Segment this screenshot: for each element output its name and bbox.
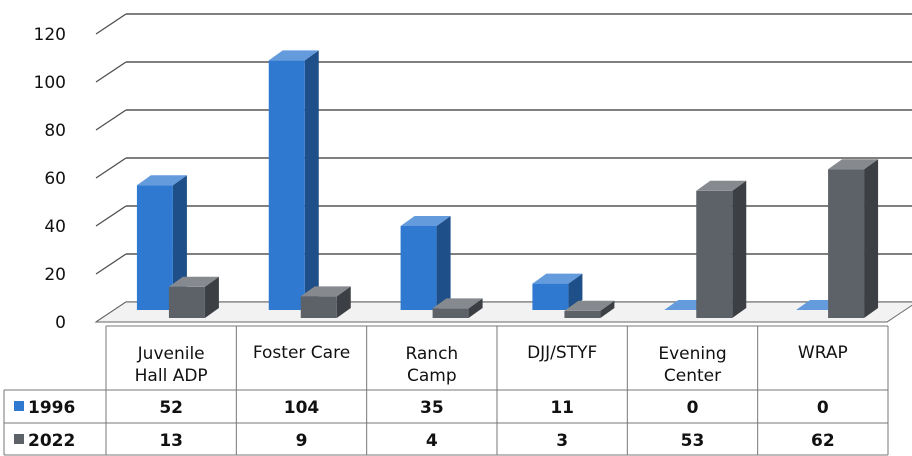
bar [400, 216, 451, 310]
bar-top [300, 286, 351, 297]
bar-top [532, 273, 583, 284]
bar-side [468, 298, 483, 318]
bar [300, 286, 351, 318]
bar-front [168, 286, 205, 318]
data-label: 104 [284, 398, 320, 418]
data-label: 35 [420, 398, 444, 418]
y-tick-label: 20 [44, 265, 66, 285]
gridline-depth [95, 253, 127, 275]
gridline-depth [95, 13, 127, 35]
data-label: 0 [687, 398, 699, 418]
data-label: 11 [550, 398, 574, 418]
category-label: Juvenile Hall ADP [135, 344, 208, 386]
bar-side [436, 216, 451, 310]
data-label: 62 [811, 431, 835, 451]
y-tick-label: 120 [34, 25, 66, 45]
category-label: WRAP [798, 343, 848, 363]
bar-top [432, 298, 483, 309]
bar-top [268, 50, 319, 61]
bar [268, 50, 319, 311]
bar-top [828, 159, 879, 170]
bar [136, 175, 187, 310]
data-label: 3 [556, 431, 568, 451]
legend-label: 2022 [28, 431, 75, 451]
category-label: Evening Center [658, 344, 726, 386]
y-tick-label: 60 [44, 169, 66, 189]
data-label: 0 [817, 398, 829, 418]
y-tick-label: 0 [55, 313, 66, 333]
data-label: 53 [681, 431, 705, 451]
bar-front [432, 308, 469, 318]
gridline-depth [95, 157, 127, 179]
bar-side [336, 286, 351, 318]
bar-top [400, 216, 451, 226]
category-label: DJJ/STYF [527, 343, 597, 363]
gridline-depth [95, 205, 127, 227]
data-label: 9 [296, 431, 308, 451]
bar [532, 273, 583, 310]
bar-top [168, 276, 219, 287]
data-table: Juvenile Hall ADP Foster Care Ranch Camp DJJ/… [3, 325, 889, 456]
bar-top [136, 175, 187, 186]
data-label: 4 [426, 431, 438, 451]
category-label: Foster Care [253, 343, 350, 363]
bar-front [136, 185, 173, 310]
legend-key [14, 401, 24, 411]
grid-layer [94, 13, 912, 323]
bar-side [600, 300, 615, 318]
bar-layer [136, 50, 879, 318]
axis-layer: 0 20 40 60 80 100 120 [34, 25, 66, 333]
bar [828, 159, 879, 318]
legend-label: 1996 [28, 398, 75, 418]
bar [696, 180, 747, 318]
data-label: 52 [159, 398, 183, 418]
bar-side [864, 159, 879, 318]
bar-front [532, 283, 569, 310]
bar-front [828, 169, 865, 318]
bar-top [696, 180, 747, 191]
bar-side [304, 50, 319, 311]
bar-front [564, 310, 601, 318]
bar [564, 300, 615, 318]
bar-side [204, 276, 219, 318]
gridline-depth [95, 61, 127, 83]
bar [168, 276, 219, 318]
bar-front [400, 226, 437, 310]
category-label: Ranch Camp [405, 344, 458, 386]
bar-front [696, 190, 733, 318]
data-label: 13 [159, 431, 183, 451]
bar-side [732, 180, 747, 318]
bar-front [268, 60, 305, 311]
y-tick-label: 80 [44, 121, 66, 141]
legend-key [14, 434, 24, 444]
bar [432, 298, 483, 318]
y-tick-label: 40 [44, 217, 66, 237]
gridline-depth [95, 109, 127, 131]
y-tick-label: 100 [34, 73, 66, 93]
bar-front [300, 296, 337, 318]
bar-side [172, 175, 187, 310]
bar-top [564, 300, 615, 311]
